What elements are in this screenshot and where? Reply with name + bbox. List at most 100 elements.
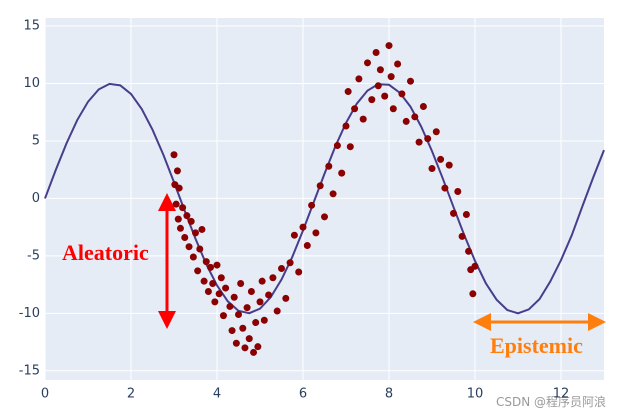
data-point (333, 142, 341, 150)
data-point (183, 212, 191, 220)
data-point (445, 161, 453, 169)
data-point (265, 291, 273, 299)
data-point (181, 233, 189, 241)
data-point (228, 327, 236, 335)
data-point (192, 229, 199, 237)
data-point (437, 155, 445, 163)
data-point (359, 115, 367, 123)
data-point (175, 184, 183, 192)
data-point (189, 253, 197, 261)
data-point (174, 215, 182, 223)
data-point (374, 82, 382, 90)
y-tick-label: -10 (19, 306, 40, 321)
data-point (338, 169, 346, 177)
data-point (286, 259, 294, 267)
y-tick-label: -15 (19, 363, 40, 378)
data-point (469, 290, 477, 298)
data-point (254, 343, 262, 351)
data-point (316, 182, 324, 190)
data-point (355, 75, 363, 83)
data-point (462, 211, 470, 219)
x-tick-label: 12 (553, 387, 570, 402)
data-point (219, 312, 227, 320)
x-tick-label: 2 (127, 387, 135, 402)
data-point (209, 279, 217, 287)
data-point (232, 339, 240, 347)
data-point (260, 316, 268, 324)
data-point (407, 77, 414, 85)
data-point (299, 223, 307, 231)
data-point (325, 162, 333, 170)
data-point (250, 348, 258, 356)
data-point (368, 96, 376, 104)
data-point (415, 138, 423, 146)
data-point (424, 135, 432, 143)
data-point (402, 117, 410, 125)
y-tick-label: 10 (23, 76, 40, 91)
data-point (385, 42, 393, 50)
epistemic-label: Epistemic (490, 333, 583, 358)
data-point (256, 298, 264, 306)
data-point (245, 335, 253, 343)
y-tick-label: 0 (32, 191, 40, 206)
data-point (204, 288, 212, 296)
data-point (173, 167, 181, 175)
data-point (432, 128, 440, 136)
data-point (278, 265, 285, 273)
data-point (196, 245, 204, 253)
data-point (282, 294, 290, 302)
data-point (176, 224, 184, 232)
data-point (411, 113, 419, 121)
data-point (222, 284, 230, 292)
data-point (235, 310, 242, 318)
data-point (428, 165, 436, 173)
sine-line (44, 82, 605, 315)
data-point (290, 231, 298, 239)
data-point (200, 277, 208, 285)
plot-area (45, 18, 604, 380)
data-point (187, 217, 195, 225)
data-point (419, 102, 427, 110)
data-point (179, 204, 187, 212)
aleatoric-label: Aleatoric (62, 240, 149, 265)
data-point (398, 90, 406, 98)
data-point (351, 105, 359, 113)
data-point (471, 262, 479, 270)
data-point (389, 105, 397, 113)
data-point (211, 298, 219, 306)
data-point (198, 225, 206, 233)
data-point (237, 279, 245, 287)
data-point (346, 143, 354, 151)
data-point (465, 247, 473, 255)
x-tick-label: 8 (385, 387, 393, 402)
data-point (344, 88, 352, 96)
x-tick-label: 10 (467, 387, 484, 402)
x-tick-label: 6 (299, 387, 307, 402)
data-point (213, 261, 221, 269)
data-point (217, 274, 225, 282)
data-point (170, 151, 178, 159)
data-point (303, 242, 311, 250)
data-point (364, 59, 371, 67)
data-point (454, 188, 462, 196)
data-point (321, 213, 328, 221)
data-point (273, 307, 281, 315)
data-point (243, 304, 251, 312)
data-point (247, 288, 255, 296)
data-point (241, 344, 249, 352)
data-point (387, 73, 395, 81)
data-point (295, 268, 303, 276)
data-point (252, 319, 260, 327)
data-point (450, 209, 457, 217)
x-tick-label: 0 (41, 387, 49, 402)
data-point (207, 263, 215, 271)
data-point (372, 48, 380, 56)
y-tick-label: 5 (32, 133, 40, 148)
data-point (269, 274, 277, 282)
data-point (342, 122, 350, 130)
data-point (172, 200, 180, 208)
data-point (308, 201, 316, 209)
data-point (312, 229, 320, 237)
y-tick-label: -5 (27, 248, 40, 263)
